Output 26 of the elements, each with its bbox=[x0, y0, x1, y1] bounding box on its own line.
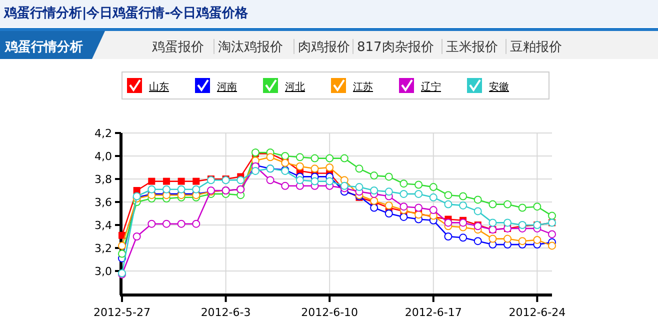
y-tick-label: 3,0 bbox=[94, 265, 112, 278]
y-tick-label: 3,8 bbox=[94, 173, 112, 186]
legend-label: 河北 bbox=[285, 81, 305, 93]
chart-subtitle: 鸡蛋行情分析|今日鸡蛋行情-今日鸡蛋价格 bbox=[3, 6, 250, 21]
text: 豆粕报价 bbox=[510, 40, 562, 55]
chart-title: 鸡蛋行情分析 bbox=[4, 40, 83, 55]
text: 817肉杂报价 bbox=[357, 40, 434, 55]
text: 鸡蛋报价 bbox=[151, 40, 204, 55]
x-tick-label: 2012-5-27 bbox=[94, 306, 150, 319]
text: 淘汰鸡报价 bbox=[218, 40, 283, 55]
legend-label: 江苏 bbox=[353, 81, 373, 93]
legend-label: 辽宁 bbox=[421, 81, 441, 93]
x-tick-label: 2012-6-3 bbox=[200, 306, 251, 319]
legend-label: 河南 bbox=[217, 81, 237, 93]
text: 玉米报价 bbox=[446, 40, 498, 55]
y-tick-label: 3,4 bbox=[94, 219, 112, 232]
y-tick-label: 3,6 bbox=[94, 196, 112, 209]
x-tick-label: 2012-6-10 bbox=[301, 306, 358, 319]
y-tick-label: 3,2 bbox=[94, 242, 112, 255]
y-tick-label: 4,0 bbox=[94, 150, 112, 163]
x-tick-label: 2012-6-24 bbox=[508, 306, 566, 319]
x-tick-label: 2012-6-17 bbox=[404, 306, 462, 319]
y-tick-label: 4,2 bbox=[94, 127, 112, 140]
legend-label: 安徽 bbox=[489, 81, 509, 93]
text: 肉鸡报价 bbox=[298, 40, 350, 55]
legend-label: 山东 bbox=[149, 81, 169, 93]
